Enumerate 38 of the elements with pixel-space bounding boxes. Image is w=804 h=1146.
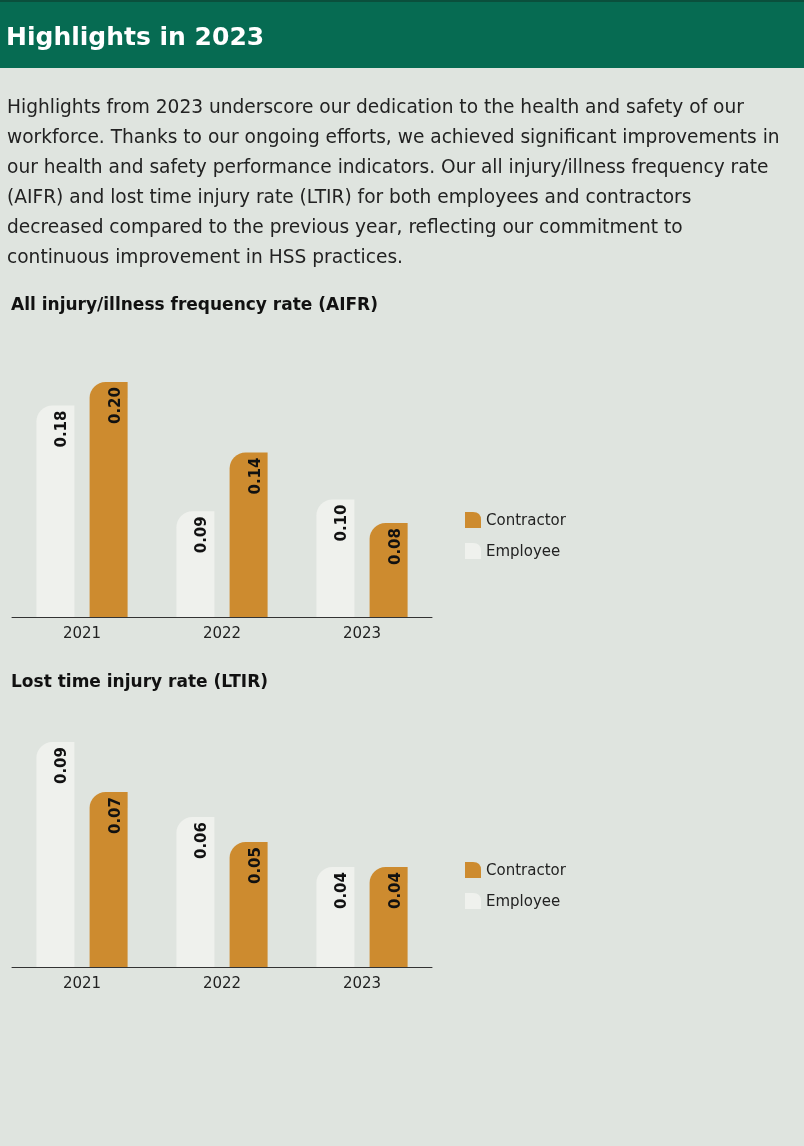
legend-label: Employee — [486, 892, 561, 910]
data-label: 0.08 — [385, 528, 404, 566]
bar — [176, 817, 215, 967]
bar — [36, 742, 75, 967]
bar — [89, 382, 128, 617]
legend-label: Contractor — [486, 861, 567, 879]
data-label: 0.09 — [192, 516, 211, 554]
bar — [89, 792, 128, 967]
x-tick-label: 2023 — [342, 623, 382, 642]
chart-title: Lost time injury rate (LTIR) — [11, 670, 269, 691]
bar — [176, 511, 215, 617]
text: Highlights from 2023 underscore our dedication to the health and safety of our workforce. Thanks to our ongoing efforts, we achieved significant improvements in our health and safety performance indicators. Our all injury/illness frequency rate (AIFR) and lost time injury rate (LTIR) for both employees and contractors decreased compared to the previous year, reflecting our commitment to continuous improvement in HSS practices. — [6, 95, 781, 269]
text: Highlights in 2023 — [0, 0, 804, 68]
data-label: 0.04 — [385, 872, 404, 910]
bar — [36, 405, 75, 617]
bar — [229, 452, 268, 617]
x-tick-label: 2022 — [202, 973, 242, 992]
bar — [316, 867, 355, 967]
data-label: 0.18 — [52, 410, 71, 448]
data-label: 0.04 — [332, 872, 351, 910]
bar — [316, 499, 355, 617]
bar — [229, 842, 268, 967]
bar — [369, 867, 408, 967]
x-tick-label: 2021 — [62, 623, 102, 642]
data-label: 0.05 — [245, 847, 264, 885]
data-label: 0.20 — [105, 387, 124, 425]
bar — [369, 523, 408, 617]
chart-title: All injury/illness frequency rate (AIFR) — [11, 293, 378, 314]
x-tick-label: 2022 — [202, 623, 242, 642]
legend-label: Contractor — [486, 511, 567, 529]
data-label: 0.10 — [332, 504, 351, 542]
data-label: 0.09 — [52, 747, 71, 785]
x-tick-label: 2021 — [62, 973, 102, 992]
data-label: 0.06 — [192, 822, 211, 860]
data-label: 0.07 — [105, 797, 124, 835]
x-tick-label: 2023 — [342, 973, 382, 992]
data-label: 0.14 — [245, 457, 264, 495]
legend-label: Employee — [486, 542, 561, 560]
